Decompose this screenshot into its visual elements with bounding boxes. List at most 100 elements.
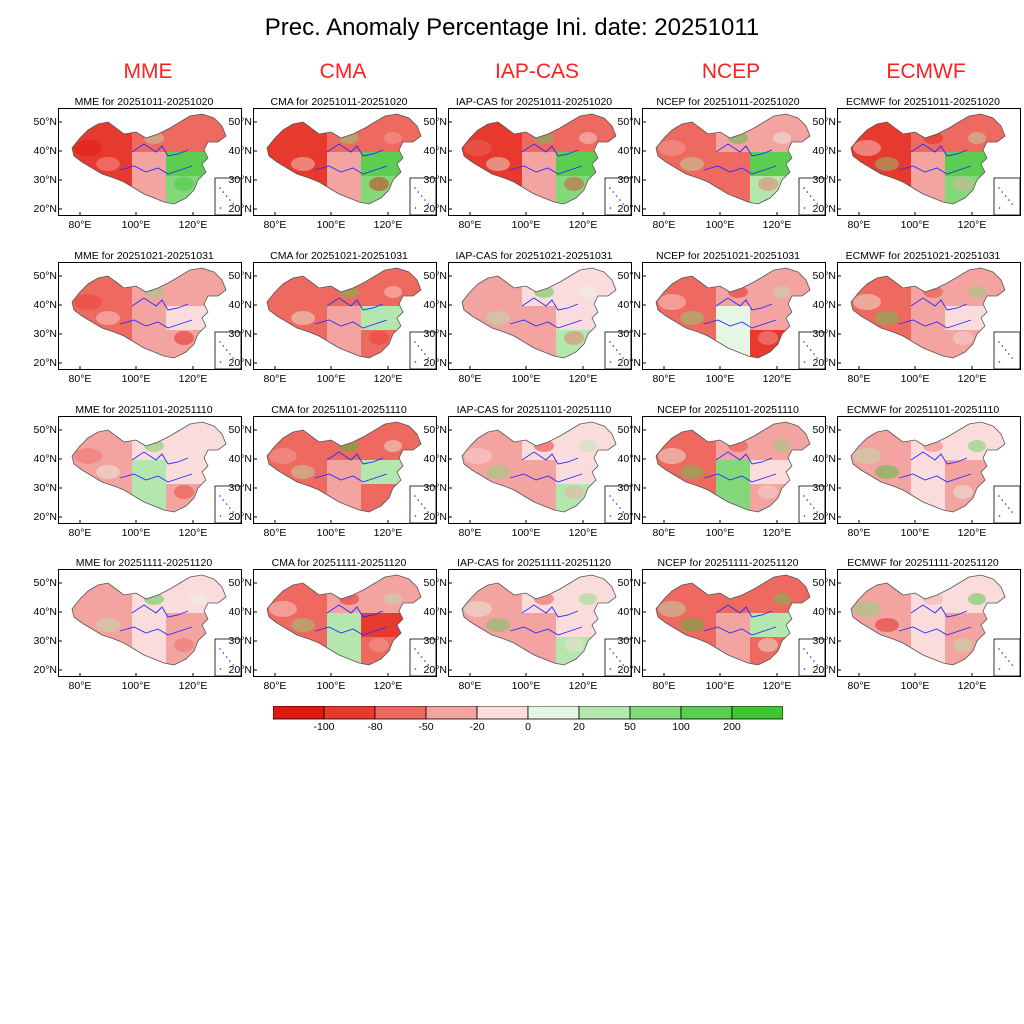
anomaly-blob bbox=[369, 638, 389, 652]
south-china-sea-inset bbox=[798, 638, 826, 677]
map-panel: NCEP for 20251021-20251031 50°N 40°N 30°N 20… bbox=[618, 250, 826, 400]
lon-label: 100°E bbox=[900, 527, 930, 539]
lat-label: 50°N bbox=[33, 424, 57, 436]
country-border bbox=[266, 267, 422, 359]
yangtze-river bbox=[509, 165, 583, 175]
lat-label: 40°N bbox=[812, 145, 836, 157]
anomaly-blob bbox=[174, 485, 194, 499]
inset-island bbox=[615, 195, 618, 197]
inset-island bbox=[1001, 652, 1004, 654]
lat-label: 20°N bbox=[812, 664, 836, 676]
inset-island bbox=[622, 511, 624, 513]
inset-island bbox=[615, 656, 618, 658]
inset-island bbox=[622, 203, 624, 205]
yangtze-river bbox=[119, 626, 193, 636]
colorbar-swatch bbox=[629, 706, 682, 720]
lat-label: 20°N bbox=[617, 203, 641, 215]
anomaly-blob bbox=[96, 311, 120, 325]
inset-island bbox=[998, 187, 1000, 189]
panel-title: IAP-CAS for 20251011-20251020 bbox=[455, 96, 613, 108]
anomaly-blob bbox=[269, 448, 297, 464]
lon-label: 80°E bbox=[652, 373, 676, 385]
inset-island bbox=[1001, 345, 1004, 347]
inset-island bbox=[803, 361, 806, 363]
lat-label: 30°N bbox=[228, 174, 252, 186]
yangtze-river bbox=[898, 626, 972, 636]
lat-label: 40°N bbox=[423, 453, 447, 465]
yangtze-river bbox=[703, 626, 777, 636]
anomaly-blob bbox=[291, 618, 315, 632]
inset-island bbox=[998, 361, 1001, 363]
lon-label: 120°E bbox=[762, 373, 792, 385]
lat-label: 30°N bbox=[423, 635, 447, 647]
china-map bbox=[253, 569, 437, 677]
model-header-ecmwf: ECMWF bbox=[886, 60, 966, 83]
colorbar-swatch bbox=[273, 706, 325, 720]
inset-island bbox=[420, 349, 423, 351]
lat-label: 40°N bbox=[423, 606, 447, 618]
anomaly-blob bbox=[464, 140, 492, 156]
lat-label: 50°N bbox=[812, 270, 836, 282]
lat-label: 20°N bbox=[33, 664, 57, 676]
anomaly-blob bbox=[579, 286, 597, 298]
anomaly-blob bbox=[579, 132, 597, 144]
south-china-sea-inset bbox=[214, 331, 242, 370]
country-border bbox=[850, 574, 1006, 666]
inset-island bbox=[229, 507, 231, 509]
country-border bbox=[655, 267, 811, 359]
country-border bbox=[655, 421, 811, 513]
lon-label: 120°E bbox=[373, 373, 403, 385]
lon-label: 120°E bbox=[568, 680, 598, 692]
inset-island bbox=[998, 495, 1000, 497]
inset-island bbox=[806, 191, 809, 193]
inset-island bbox=[609, 361, 612, 363]
lat-label: 30°N bbox=[617, 328, 641, 340]
lon-label: 120°E bbox=[568, 527, 598, 539]
anomaly-blob bbox=[464, 448, 492, 464]
lon-label: 80°E bbox=[263, 680, 287, 692]
anomaly-blob bbox=[74, 448, 102, 464]
anomaly-blob bbox=[953, 485, 973, 499]
anomaly-blob bbox=[968, 593, 986, 605]
inset-island bbox=[414, 515, 417, 517]
inset-island bbox=[813, 199, 815, 201]
map-panel: MME for 20251101-20251110 50°N 40°N 30°N 20°… bbox=[34, 404, 242, 554]
lat-label: 30°N bbox=[33, 635, 57, 647]
lat-label: 30°N bbox=[812, 174, 836, 186]
inset-island bbox=[1001, 191, 1004, 193]
country-border bbox=[850, 421, 1006, 513]
panel-title: MME for 20251101-20251110 bbox=[75, 404, 213, 416]
inset-island bbox=[998, 515, 1001, 517]
panel-title: ECMWF for 20251101-20251110 bbox=[846, 404, 1000, 416]
yellow-river bbox=[910, 297, 968, 311]
lat-label: 20°N bbox=[812, 203, 836, 215]
anomaly-blob bbox=[680, 618, 704, 632]
inset-island bbox=[803, 495, 805, 497]
lat-label: 20°N bbox=[423, 664, 447, 676]
china-map bbox=[837, 262, 1021, 370]
lon-label: 120°E bbox=[762, 527, 792, 539]
china-map bbox=[448, 569, 632, 677]
inset-island bbox=[219, 361, 222, 363]
model-header-mme: MME bbox=[123, 60, 173, 83]
inset-island bbox=[609, 648, 611, 650]
yellow-river bbox=[131, 143, 189, 157]
anomaly-blob bbox=[680, 311, 704, 325]
inset-island bbox=[219, 187, 221, 189]
map-panel: ECMWF for 20251111-20251120 50°N 40°N 30°N 2… bbox=[813, 557, 1021, 707]
panel-title: NCEP for 20251111-20251120 bbox=[657, 557, 799, 569]
anomaly-blob bbox=[953, 331, 973, 345]
inset-island bbox=[414, 495, 416, 497]
lat-label: 40°N bbox=[617, 453, 641, 465]
yellow-river bbox=[521, 604, 579, 618]
inset-island bbox=[813, 660, 815, 662]
anomaly-blob bbox=[486, 311, 510, 325]
inset-island bbox=[424, 199, 426, 201]
lat-label: 30°N bbox=[228, 328, 252, 340]
china-map bbox=[58, 416, 242, 524]
lat-label: 50°N bbox=[812, 116, 836, 128]
inset-island bbox=[414, 341, 416, 343]
inset-island bbox=[417, 652, 420, 654]
inset-island bbox=[232, 203, 234, 205]
inset-island bbox=[619, 507, 621, 509]
